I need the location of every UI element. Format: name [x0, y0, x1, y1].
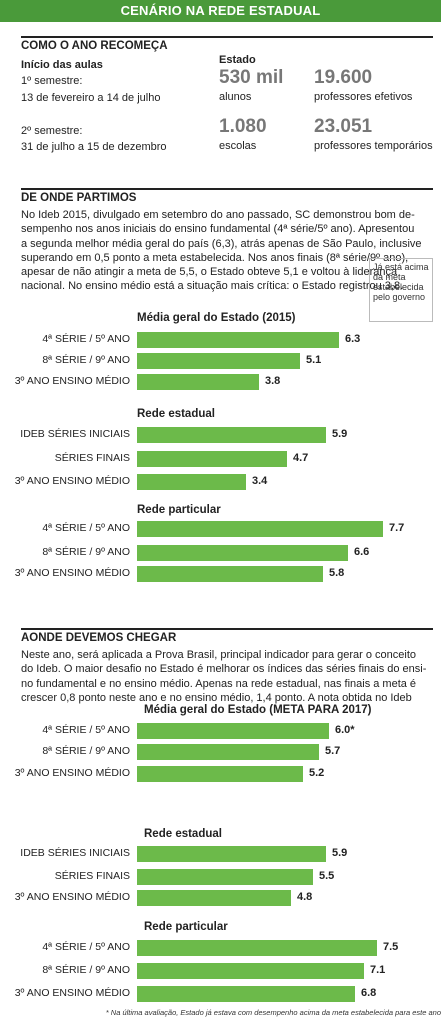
bar [137, 332, 339, 348]
data-label: 6.0* [335, 724, 355, 736]
paragraph-line: crescer 0,8 ponto neste ano e no ensino … [21, 691, 412, 704]
category-label: 3º ANO ENSINO MÉDIO [14, 567, 130, 579]
bar [137, 521, 383, 537]
paragraph-aonde-devemos-chegar: Neste ano, será aplicada a Prova Brasil,… [21, 648, 433, 705]
stat-label: alunos [219, 91, 252, 103]
paragraph-line: nacional. No ensino médio está a situaçã… [21, 280, 404, 293]
data-label: 5.1 [306, 354, 322, 366]
section-title-como-o-ano-recomeca: COMO O ANO RECOMEÇA [21, 40, 168, 52]
section-divider [21, 188, 433, 190]
category-label: 4ª SÉRIE / 5º ANO [42, 941, 130, 953]
paragraph-de-onde-partimos: No Ideb 2015, divulgado em setembro do a… [21, 208, 433, 294]
data-label: 7.5 [383, 941, 399, 953]
semester2-dates: 31 de julho a 15 de dezembro [21, 141, 167, 153]
bar [137, 846, 326, 862]
paragraph-line: apesar de não atingir a meta de 5,5, o E… [21, 266, 398, 279]
data-label: 5.9 [332, 428, 348, 440]
category-label: SÉRIES FINAIS [54, 452, 130, 464]
data-label: 5.9 [332, 847, 348, 859]
stat-label: professores temporários [314, 140, 433, 152]
category-label: IDEB SÉRIES INICIAIS [20, 847, 130, 859]
stat-label: escolas [219, 140, 257, 152]
section-title-aonde-devemos-chegar: AONDE DEVEMOS CHEGAR [21, 632, 177, 644]
section-divider [21, 628, 433, 630]
data-label: 7.1 [370, 964, 386, 976]
data-label: 4.8 [297, 891, 313, 903]
bar [137, 723, 329, 739]
paragraph-line: a segunda melhor média geral do país (6,… [21, 237, 422, 250]
section-title-de-onde-partimos: DE ONDE PARTIMOS [21, 192, 137, 204]
category-label: 3º ANO ENSINO MÉDIO [14, 987, 130, 999]
category-label: 8ª SÉRIE / 9º ANO [42, 745, 130, 757]
data-label: 6.8 [361, 987, 377, 999]
stat-value: 23.051 [314, 116, 373, 137]
category-label: 3º ANO ENSINO MÉDIO [14, 891, 130, 903]
data-label: 5.7 [325, 745, 341, 757]
classes-heading: Início das aulas [21, 59, 103, 71]
semester2-label: 2º semestre: [21, 125, 83, 137]
section-divider [21, 36, 433, 38]
bar [137, 890, 291, 906]
bar [137, 374, 259, 390]
bar [137, 545, 348, 561]
data-label: 6.6 [354, 546, 370, 558]
bar [137, 963, 364, 979]
category-label: 4ª SÉRIE / 5º ANO [42, 522, 130, 534]
paragraph-line: no fundamental e no ensino médio. Apenas… [21, 677, 417, 690]
bar [137, 451, 287, 467]
chart-title: Rede estadual [137, 408, 215, 420]
paragraph-line: do Ideb. O maior desafio no Estado é mel… [21, 663, 427, 676]
data-label: 5.8 [329, 567, 345, 579]
bar [137, 744, 319, 760]
paragraph-line: Neste ano, será aplicada a Prova Brasil,… [21, 649, 416, 661]
state-heading: Estado [219, 54, 256, 66]
semester1-label: 1º semestre: [21, 75, 83, 87]
chart-title: Rede particular [144, 921, 228, 933]
category-label: 8ª SÉRIE / 9º ANO [42, 354, 130, 366]
chart-title: Média geral do Estado (META PARA 2017) [144, 704, 372, 716]
stat-value: 530 mil [219, 67, 284, 88]
category-label: 4ª SÉRIE / 5º ANO [42, 724, 130, 736]
category-label: 4ª SÉRIE / 5º ANO [42, 333, 130, 345]
data-label: 3.4 [252, 475, 268, 487]
chart-title: Rede estadual [144, 828, 222, 840]
data-label: 6.3 [345, 333, 361, 345]
data-label: 5.2 [309, 767, 325, 779]
bar [137, 566, 323, 582]
bar [137, 474, 246, 490]
footnote: * Na última avaliação, Estado já estava … [105, 1008, 441, 1017]
header-bar: CENÁRIO NA REDE ESTADUAL [0, 0, 441, 22]
data-label: 5.5 [319, 870, 335, 882]
bar [137, 986, 355, 1002]
bar [137, 766, 303, 782]
stat-value: 1.080 [219, 116, 267, 137]
data-label: 3.8 [265, 375, 281, 387]
category-label: IDEB SÉRIES INICIAIS [20, 428, 130, 440]
chart-title: Média geral do Estado (2015) [137, 312, 296, 324]
stat-value: 19.600 [314, 67, 373, 88]
data-label: 7.7 [389, 522, 405, 534]
category-label: SÉRIES FINAIS [54, 870, 130, 882]
category-label: 3º ANO ENSINO MÉDIO [14, 767, 130, 779]
paragraph-line: No Ideb 2015, divulgado em setembro do a… [21, 209, 415, 221]
category-label: 3º ANO ENSINO MÉDIO [14, 375, 130, 387]
bar [137, 427, 326, 443]
semester1-dates: 13 de fevereiro a 14 de julho [21, 92, 161, 104]
category-label: 8ª SÉRIE / 9º ANO [42, 546, 130, 558]
bar [137, 869, 313, 885]
category-label: 3º ANO ENSINO MÉDIO [14, 475, 130, 487]
bar [137, 353, 300, 369]
goal-note: Já está acima da meta estabelecida pelo … [369, 258, 433, 322]
paragraph-line: superando em 0,5 ponto a meta estabeleci… [21, 251, 409, 264]
data-label: 4.7 [293, 452, 309, 464]
bar [137, 940, 377, 956]
chart-title: Rede particular [137, 504, 221, 516]
page-title: CENÁRIO NA REDE ESTADUAL [120, 3, 321, 18]
paragraph-line: sempenho nos anos iniciais do ensino fun… [21, 223, 415, 236]
stat-label: professores efetivos [314, 91, 413, 103]
category-label: 8ª SÉRIE / 9º ANO [42, 964, 130, 976]
